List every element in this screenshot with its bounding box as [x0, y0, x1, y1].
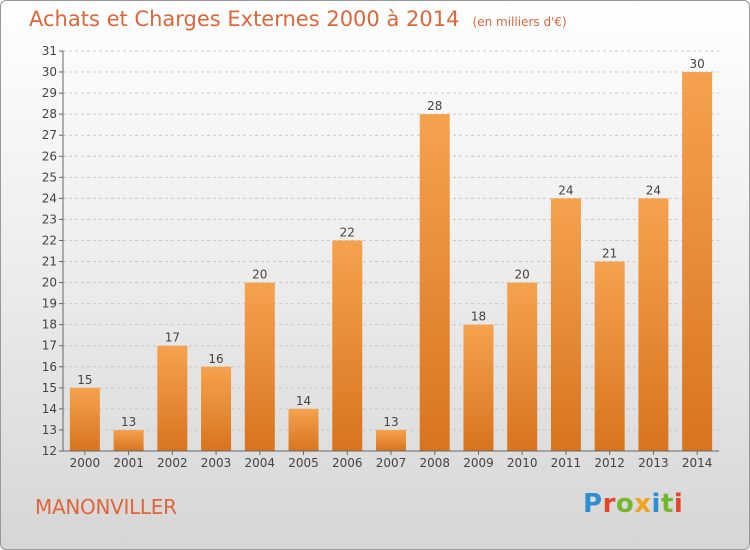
proxiti-logo: Proxiti [583, 489, 683, 519]
bar-2003 [201, 366, 232, 451]
x-tick-label: 2009 [463, 456, 494, 470]
logo-letter: P [583, 489, 603, 519]
x-tick-label: 2011 [551, 456, 582, 470]
data-label-2014: 30 [689, 57, 704, 71]
data-label-2004: 20 [252, 268, 267, 282]
x-tick-label: 2006 [332, 456, 363, 470]
data-label-2010: 20 [515, 268, 530, 282]
bar-2012 [594, 261, 625, 451]
x-tick-label: 2003 [201, 456, 232, 470]
commune-name: MANONVILLER [35, 495, 177, 519]
y-tick-label: 17 [42, 339, 57, 353]
bar-2008 [419, 114, 450, 451]
x-tick-label: 2012 [594, 456, 625, 470]
y-tick-label: 22 [42, 233, 57, 247]
data-label-2002: 17 [165, 331, 180, 345]
x-tick-label: 2008 [419, 456, 450, 470]
logo-letter: t [660, 489, 674, 519]
x-tick-label: 2000 [70, 456, 101, 470]
chart-subtitle: (en milliers d'€) [472, 15, 567, 29]
y-tick-label: 16 [42, 360, 57, 374]
bar-2001 [113, 429, 144, 451]
bar-2006 [332, 240, 363, 451]
data-label-2003: 16 [208, 352, 223, 366]
data-label-2011: 24 [558, 183, 573, 197]
bar-layer: 15 13 17 16 20 14 22 13 28 18 20 24 21 24 30 [69, 57, 713, 451]
y-tick-label: 27 [42, 128, 57, 142]
x-tick-label: 2014 [682, 456, 713, 470]
y-tick-label: 23 [42, 212, 57, 226]
y-tick-label: 24 [42, 191, 57, 205]
y-tick-label: 26 [42, 149, 57, 163]
logo-letter: i [651, 489, 661, 519]
bar-2013 [638, 198, 669, 451]
y-tick-label: 13 [42, 423, 57, 437]
x-tick-label: 2002 [157, 456, 188, 470]
bar-2011 [550, 198, 581, 451]
x-tick-label: 2013 [638, 456, 669, 470]
y-tick-label: 21 [42, 255, 57, 269]
y-tick-label: 15 [42, 381, 57, 395]
y-tick-label: 19 [42, 297, 57, 311]
y-tick-label: 30 [42, 65, 57, 79]
axis-layer: 12 13 14 15 16 17 18 19 20 21 22 23 24 25 26 27 28 29 30 31… [42, 44, 719, 470]
y-tick-label: 12 [42, 444, 57, 458]
data-label-2000: 15 [77, 373, 92, 387]
logo-letter: x [634, 489, 652, 519]
bar-2009 [463, 324, 494, 451]
x-tick-label: 2010 [507, 456, 538, 470]
bar-2010 [507, 282, 538, 451]
x-tick-label: 2004 [245, 456, 276, 470]
y-tick-label: 18 [42, 318, 57, 332]
y-tick-label: 20 [42, 276, 57, 290]
y-tick-label: 29 [42, 86, 57, 100]
title-row: Achats et Charges Externes 2000 à 2014 (… [29, 7, 567, 31]
bar-2000 [69, 387, 100, 451]
data-label-2013: 24 [646, 183, 661, 197]
logo-letter: i [673, 489, 684, 519]
data-label-2006: 22 [340, 225, 355, 239]
data-label-2007: 13 [383, 415, 398, 429]
data-label-2008: 28 [427, 99, 442, 113]
bar-2005 [288, 408, 319, 451]
data-label-2001: 13 [121, 415, 136, 429]
y-tick-label: 14 [42, 402, 57, 416]
x-tick-label: 2001 [113, 456, 144, 470]
bar-2002 [157, 345, 188, 451]
chart-title: Achats et Charges Externes 2000 à 2014 [29, 7, 460, 31]
bar-2007 [376, 429, 406, 451]
logo-letter: r [602, 489, 616, 519]
bar-2014 [682, 72, 713, 451]
data-label-2009: 18 [471, 310, 486, 324]
y-tick-label: 28 [42, 107, 57, 121]
x-tick-label: 2005 [288, 456, 319, 470]
x-tick-label: 2007 [376, 456, 407, 470]
bar-2004 [244, 282, 275, 451]
logo-letter: o [615, 489, 635, 519]
y-tick-label: 31 [42, 44, 57, 58]
data-label-2012: 21 [602, 247, 617, 261]
data-label-2005: 14 [296, 394, 311, 408]
y-tick-label: 25 [42, 170, 57, 184]
